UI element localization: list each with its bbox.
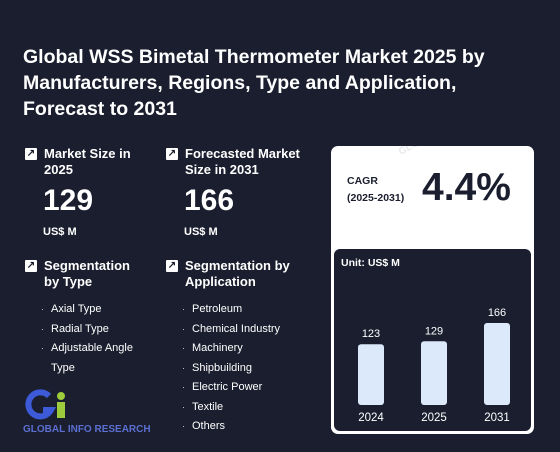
market-size-unit: US$ M bbox=[43, 226, 77, 238]
watermark: GLOBAL INFO RESEARCH bbox=[397, 146, 515, 158]
segmentation-application: ↗ Segmentation by Application · Petroleum… bbox=[166, 258, 316, 437]
company-logo: GLOBAL INFO RESEARCH bbox=[23, 388, 151, 435]
bar-2031 bbox=[484, 323, 510, 405]
market-size-label: Market Size in 2025 bbox=[44, 146, 131, 177]
list-item: · Shipbuilding bbox=[182, 361, 252, 374]
list-item: · Petroleum bbox=[182, 303, 243, 315]
application-list: · Petroleum · Chemical Industry · Machinery… bbox=[182, 300, 316, 437]
list-item: · Others bbox=[182, 420, 226, 432]
bar-value-label: 166 bbox=[488, 307, 506, 319]
x-axis-tick-label: 2025 bbox=[421, 412, 447, 424]
list-item: · Radial Type bbox=[41, 322, 109, 335]
segmentation-application-label: Segmentation by Application bbox=[185, 258, 290, 289]
market-size-stat: ↗ Market Size in 2025 129 US$ M bbox=[25, 146, 144, 238]
list-item: · Textile bbox=[182, 400, 224, 413]
logo-mark-icon bbox=[25, 389, 65, 420]
forecast-label: Forecasted Market Size in 2031 bbox=[185, 146, 300, 177]
x-axis-tick-label: 2031 bbox=[484, 412, 510, 424]
trend-arrow-icon: ↗ bbox=[25, 148, 37, 160]
list-item: · Machinery bbox=[182, 342, 243, 354]
bar-2024 bbox=[358, 344, 384, 405]
trend-arrow-icon: ↗ bbox=[166, 260, 178, 272]
x-axis-tick-label: 2024 bbox=[358, 412, 384, 424]
list-item: · Chemical Industry bbox=[182, 322, 281, 335]
cagr-value: 4.4% bbox=[422, 166, 511, 209]
forecast-stat: ↗ Forecasted Market Size in 2031 166 US$… bbox=[166, 146, 315, 238]
forecast-value: 166 bbox=[184, 184, 235, 217]
segmentation-type-label: Segmentation by Type bbox=[44, 258, 130, 289]
list-item: · Axial Type bbox=[41, 303, 102, 315]
logo-text: GLOBAL INFO RESEARCH bbox=[23, 424, 151, 435]
bar-value-label: 123 bbox=[362, 328, 380, 340]
segmentation-type: ↗ Segmentation by Type · Axial Type · Radi… bbox=[25, 258, 155, 378]
list-item: · Electric Power bbox=[182, 381, 263, 393]
bar-chart: 123 2024 129 2025 166 2031 bbox=[358, 307, 510, 424]
type-list: · Axial Type · Radial Type · Adjustable Ang… bbox=[41, 300, 141, 378]
trend-arrow-icon: ↗ bbox=[25, 260, 37, 272]
page-title: Global WSS Bimetal Thermometer Market 20… bbox=[23, 46, 485, 120]
bar-chart-panel: Unit: US$ M 123 2024 129 2025 166 2031 bbox=[334, 249, 531, 431]
market-size-value: 129 bbox=[43, 184, 94, 217]
cagr-card: GLOBAL INFO RESEARCH CAGR (2025-2031) 4.… bbox=[331, 146, 534, 434]
bar-value-label: 129 bbox=[425, 325, 443, 337]
bar-2025 bbox=[421, 341, 447, 405]
chart-unit-label: Unit: US$ M bbox=[341, 257, 400, 269]
trend-arrow-icon: ↗ bbox=[166, 148, 178, 160]
list-item: · Adjustable Angle Type bbox=[41, 342, 133, 374]
cagr-label: CAGR (2025-2031) bbox=[347, 175, 405, 204]
forecast-unit: US$ M bbox=[184, 226, 218, 238]
